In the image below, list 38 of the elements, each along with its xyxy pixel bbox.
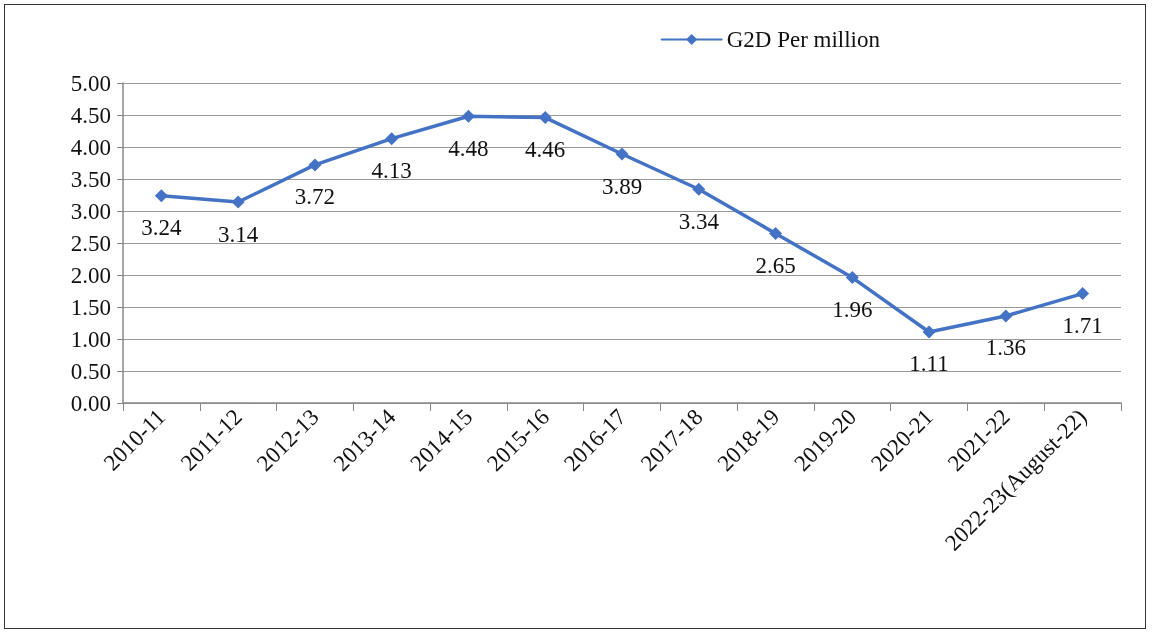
point bbox=[692, 182, 706, 196]
y-tick-label: 4.00 bbox=[70, 134, 111, 160]
y-tick-label: 5.00 bbox=[70, 70, 111, 96]
point bbox=[1076, 287, 1090, 301]
y-tick-label: 4.50 bbox=[70, 102, 111, 128]
y-tick-label: 1.50 bbox=[70, 294, 111, 320]
legend-label: G2D Per million bbox=[726, 27, 881, 52]
data-label: 1.36 bbox=[985, 335, 1026, 361]
y-tick-label: 3.50 bbox=[70, 166, 111, 192]
point bbox=[922, 325, 936, 339]
point bbox=[538, 111, 552, 125]
point bbox=[385, 132, 399, 146]
point bbox=[308, 158, 322, 172]
data-label: 3.34 bbox=[678, 208, 720, 234]
point bbox=[231, 195, 245, 209]
y-tick-label: 3.00 bbox=[70, 198, 111, 224]
y-tick-label: 2.50 bbox=[70, 230, 111, 256]
data-label: 4.13 bbox=[371, 158, 412, 184]
data-label: 1.11 bbox=[909, 351, 949, 377]
data-label: 1.96 bbox=[832, 297, 873, 323]
y-tick-label: 0.00 bbox=[70, 390, 111, 416]
point bbox=[845, 271, 859, 285]
data-label: 4.46 bbox=[525, 137, 566, 163]
data-label: 2.65 bbox=[755, 252, 796, 278]
y-tick-label: 1.00 bbox=[70, 326, 111, 352]
data-label: 3.89 bbox=[601, 173, 643, 199]
point bbox=[615, 147, 629, 161]
point bbox=[461, 109, 475, 123]
data-label: 3.72 bbox=[294, 184, 336, 210]
data-label: 4.48 bbox=[448, 135, 489, 161]
y-tick-label: 0.50 bbox=[70, 358, 111, 384]
y-tick-label: 2.00 bbox=[70, 262, 111, 288]
point bbox=[154, 189, 168, 203]
data-label: 3.14 bbox=[218, 221, 259, 247]
data-label: 3.24 bbox=[141, 215, 183, 241]
data-label: 1.71 bbox=[1062, 313, 1103, 339]
point bbox=[999, 309, 1013, 323]
point bbox=[769, 226, 783, 240]
